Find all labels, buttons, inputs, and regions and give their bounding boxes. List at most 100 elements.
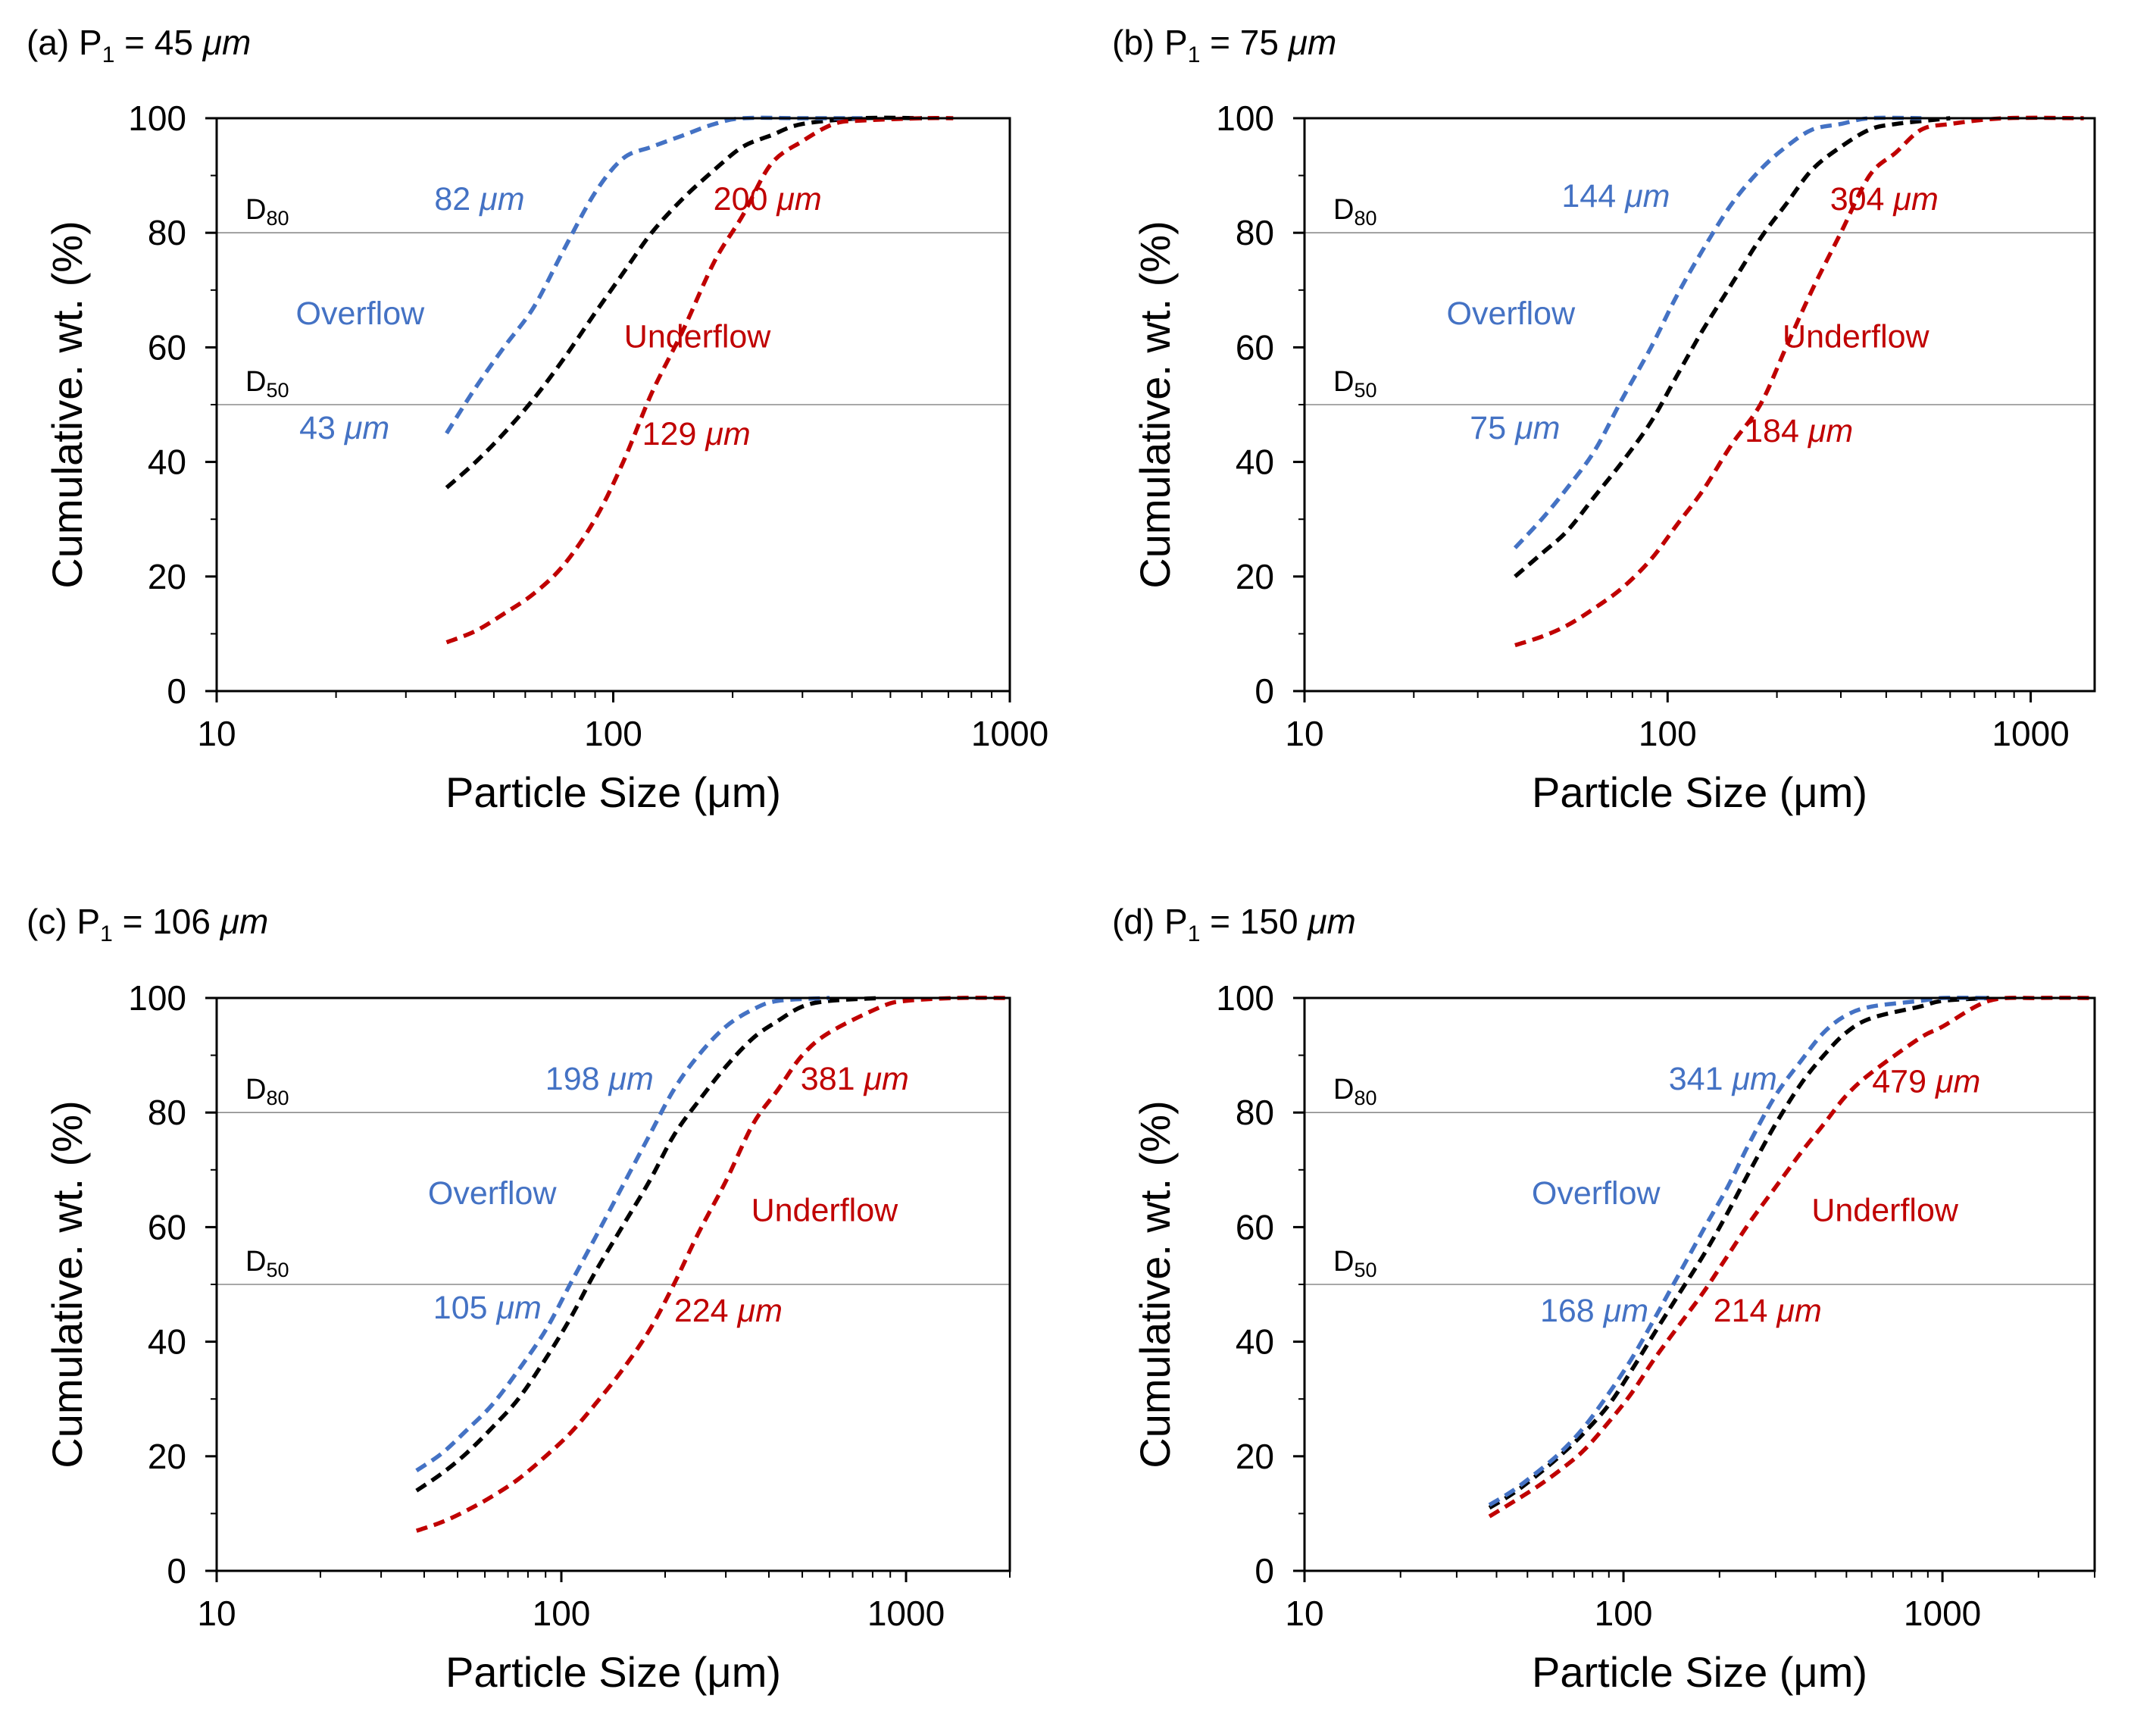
reference-label-d50: D50 <box>245 366 289 402</box>
panel-title-unit: μm <box>1288 23 1337 62</box>
panel-title-prefix: (d) P <box>1112 902 1188 941</box>
panel-title-value: = 45 <box>114 23 202 62</box>
x-tick-label: 1000 <box>971 714 1048 753</box>
panel-title-prefix: (a) P <box>27 23 102 62</box>
panel-title-prefix: (b) P <box>1112 23 1188 62</box>
reference-label-subscript: 50 <box>1354 1259 1376 1281</box>
series-line-underflow <box>415 995 1011 1533</box>
y-axis-label: Cumulative. wt. (%) <box>43 1100 91 1468</box>
y-tick-label: 20 <box>1236 1437 1274 1476</box>
x-tick-label: 100 <box>533 1594 591 1633</box>
panel-title-unit: μm <box>202 23 252 62</box>
panel-title: (d) P1 = 150 μm <box>1112 902 1356 946</box>
annotation-underflow: 381 μm <box>801 1061 909 1097</box>
annotation-overflow: 144 μm <box>1561 178 1670 214</box>
annotation-unit: μm <box>495 1290 541 1326</box>
reference-label-d50: D50 <box>1333 1246 1377 1281</box>
annotation-value: Underflow <box>624 318 772 355</box>
x-tick-label: 100 <box>584 714 642 753</box>
reference-label-letter: D <box>245 1246 266 1278</box>
annotation-unit: μm <box>1624 178 1670 214</box>
panel-title-subscript: 1 <box>102 42 115 67</box>
annotation-overflow: 82 μm <box>434 181 524 217</box>
panel-title: (b) P1 = 75 μm <box>1112 23 1336 67</box>
annotation-underflow: 479 μm <box>1872 1064 1980 1100</box>
annotation-underflow: 184 μm <box>1745 413 1853 449</box>
reference-label-subscript: 80 <box>266 1087 289 1109</box>
reference-label-subscript: 80 <box>1354 207 1376 230</box>
x-axis-label: Particle Size (μm) <box>1532 768 1867 816</box>
y-axis-label: Cumulative. wt. (%) <box>43 221 91 588</box>
x-tick-label: 10 <box>1285 1594 1323 1633</box>
panel-title-subscript: 1 <box>1188 921 1201 946</box>
y-tick-label: 20 <box>148 1437 186 1476</box>
annotation-unit: μm <box>1731 1061 1776 1097</box>
plot-area-frame <box>215 117 1011 693</box>
y-tick-label: 80 <box>1236 213 1274 252</box>
reference-label-d50: D50 <box>1333 366 1377 402</box>
annotation-underflow: 304 μm <box>1830 181 1939 217</box>
reference-label-letter: D <box>1333 194 1354 226</box>
annotation-unit: μm <box>1892 181 1938 217</box>
y-tick-label: 0 <box>1255 671 1274 711</box>
x-tick-label: 100 <box>1595 1594 1653 1633</box>
annotation-value: Overflow <box>296 296 426 332</box>
annotation-value: Underflow <box>751 1193 899 1229</box>
reference-label-letter: D <box>245 194 266 226</box>
x-axis-label: Particle Size (μm) <box>445 1648 781 1696</box>
x-tick-label: 10 <box>1285 714 1323 753</box>
series-line-underflow <box>445 116 954 645</box>
annotation-unit: μm <box>864 1061 909 1097</box>
annotation-underflow: Underflow <box>1811 1193 1959 1229</box>
series-line-overflow <box>1513 115 1922 549</box>
annotation-unit: μm <box>737 1293 783 1329</box>
annotation-unit: μm <box>776 181 821 217</box>
reference-label-d80: D80 <box>245 1074 289 1109</box>
y-tick-label: 40 <box>1236 443 1274 482</box>
x-tick-label: 100 <box>1639 714 1697 753</box>
x-tick-label: 1000 <box>1904 1594 1981 1633</box>
annotation-value: Overflow <box>428 1175 558 1212</box>
y-tick-label: 60 <box>148 1207 186 1247</box>
y-tick-label: 20 <box>148 557 186 596</box>
annotation-unit: μm <box>479 181 524 217</box>
annotation-unit: μm <box>608 1061 653 1097</box>
y-tick-label: 80 <box>1236 1093 1274 1132</box>
panel-title: (a) P1 = 45 μm <box>27 23 251 67</box>
y-tick-label: 40 <box>148 1322 186 1362</box>
annotation-unit: μm <box>1514 410 1560 446</box>
annotation-underflow: Underflow <box>1783 318 1930 355</box>
annotation-value: 168 <box>1540 1293 1604 1329</box>
x-tick-label: 1000 <box>867 1594 945 1633</box>
y-tick-label: 60 <box>1236 1207 1274 1247</box>
annotation-value: Underflow <box>1811 1193 1959 1229</box>
y-tick-label: 100 <box>128 978 186 1018</box>
y-tick-label: 60 <box>1236 327 1274 367</box>
annotation-overflow: 75 μm <box>1470 410 1560 446</box>
annotation-unit: μm <box>344 410 389 446</box>
reference-label-subscript: 80 <box>266 207 289 230</box>
annotation-value: 214 <box>1714 1293 1777 1329</box>
y-tick-label: 40 <box>148 443 186 482</box>
reference-label-subscript: 50 <box>266 1259 289 1281</box>
panel-title-subscript: 1 <box>100 921 113 946</box>
plot-area-frame <box>1303 117 2096 693</box>
annotation-underflow: 200 μm <box>714 181 822 217</box>
annotation-value: 184 <box>1745 413 1808 449</box>
reference-label-d80: D80 <box>1333 1074 1377 1109</box>
annotation-value: 82 <box>434 181 480 217</box>
y-tick-label: 20 <box>1236 557 1274 596</box>
x-tick-label: 1000 <box>1992 714 2069 753</box>
annotation-underflow: 224 μm <box>674 1293 783 1329</box>
panel-title-unit: μm <box>1307 902 1356 941</box>
series-line-feed <box>1514 116 1951 578</box>
annotation-value: Overflow <box>1447 296 1576 332</box>
panel-title-prefix: (c) P <box>27 902 100 941</box>
series-line-feed <box>1488 996 1989 1510</box>
annotation-value: 341 <box>1669 1061 1733 1097</box>
annotation-unit: μm <box>1935 1064 1980 1100</box>
reference-label-d80: D80 <box>1333 194 1377 230</box>
y-tick-label: 0 <box>167 671 186 711</box>
annotation-value: 381 <box>801 1061 864 1097</box>
